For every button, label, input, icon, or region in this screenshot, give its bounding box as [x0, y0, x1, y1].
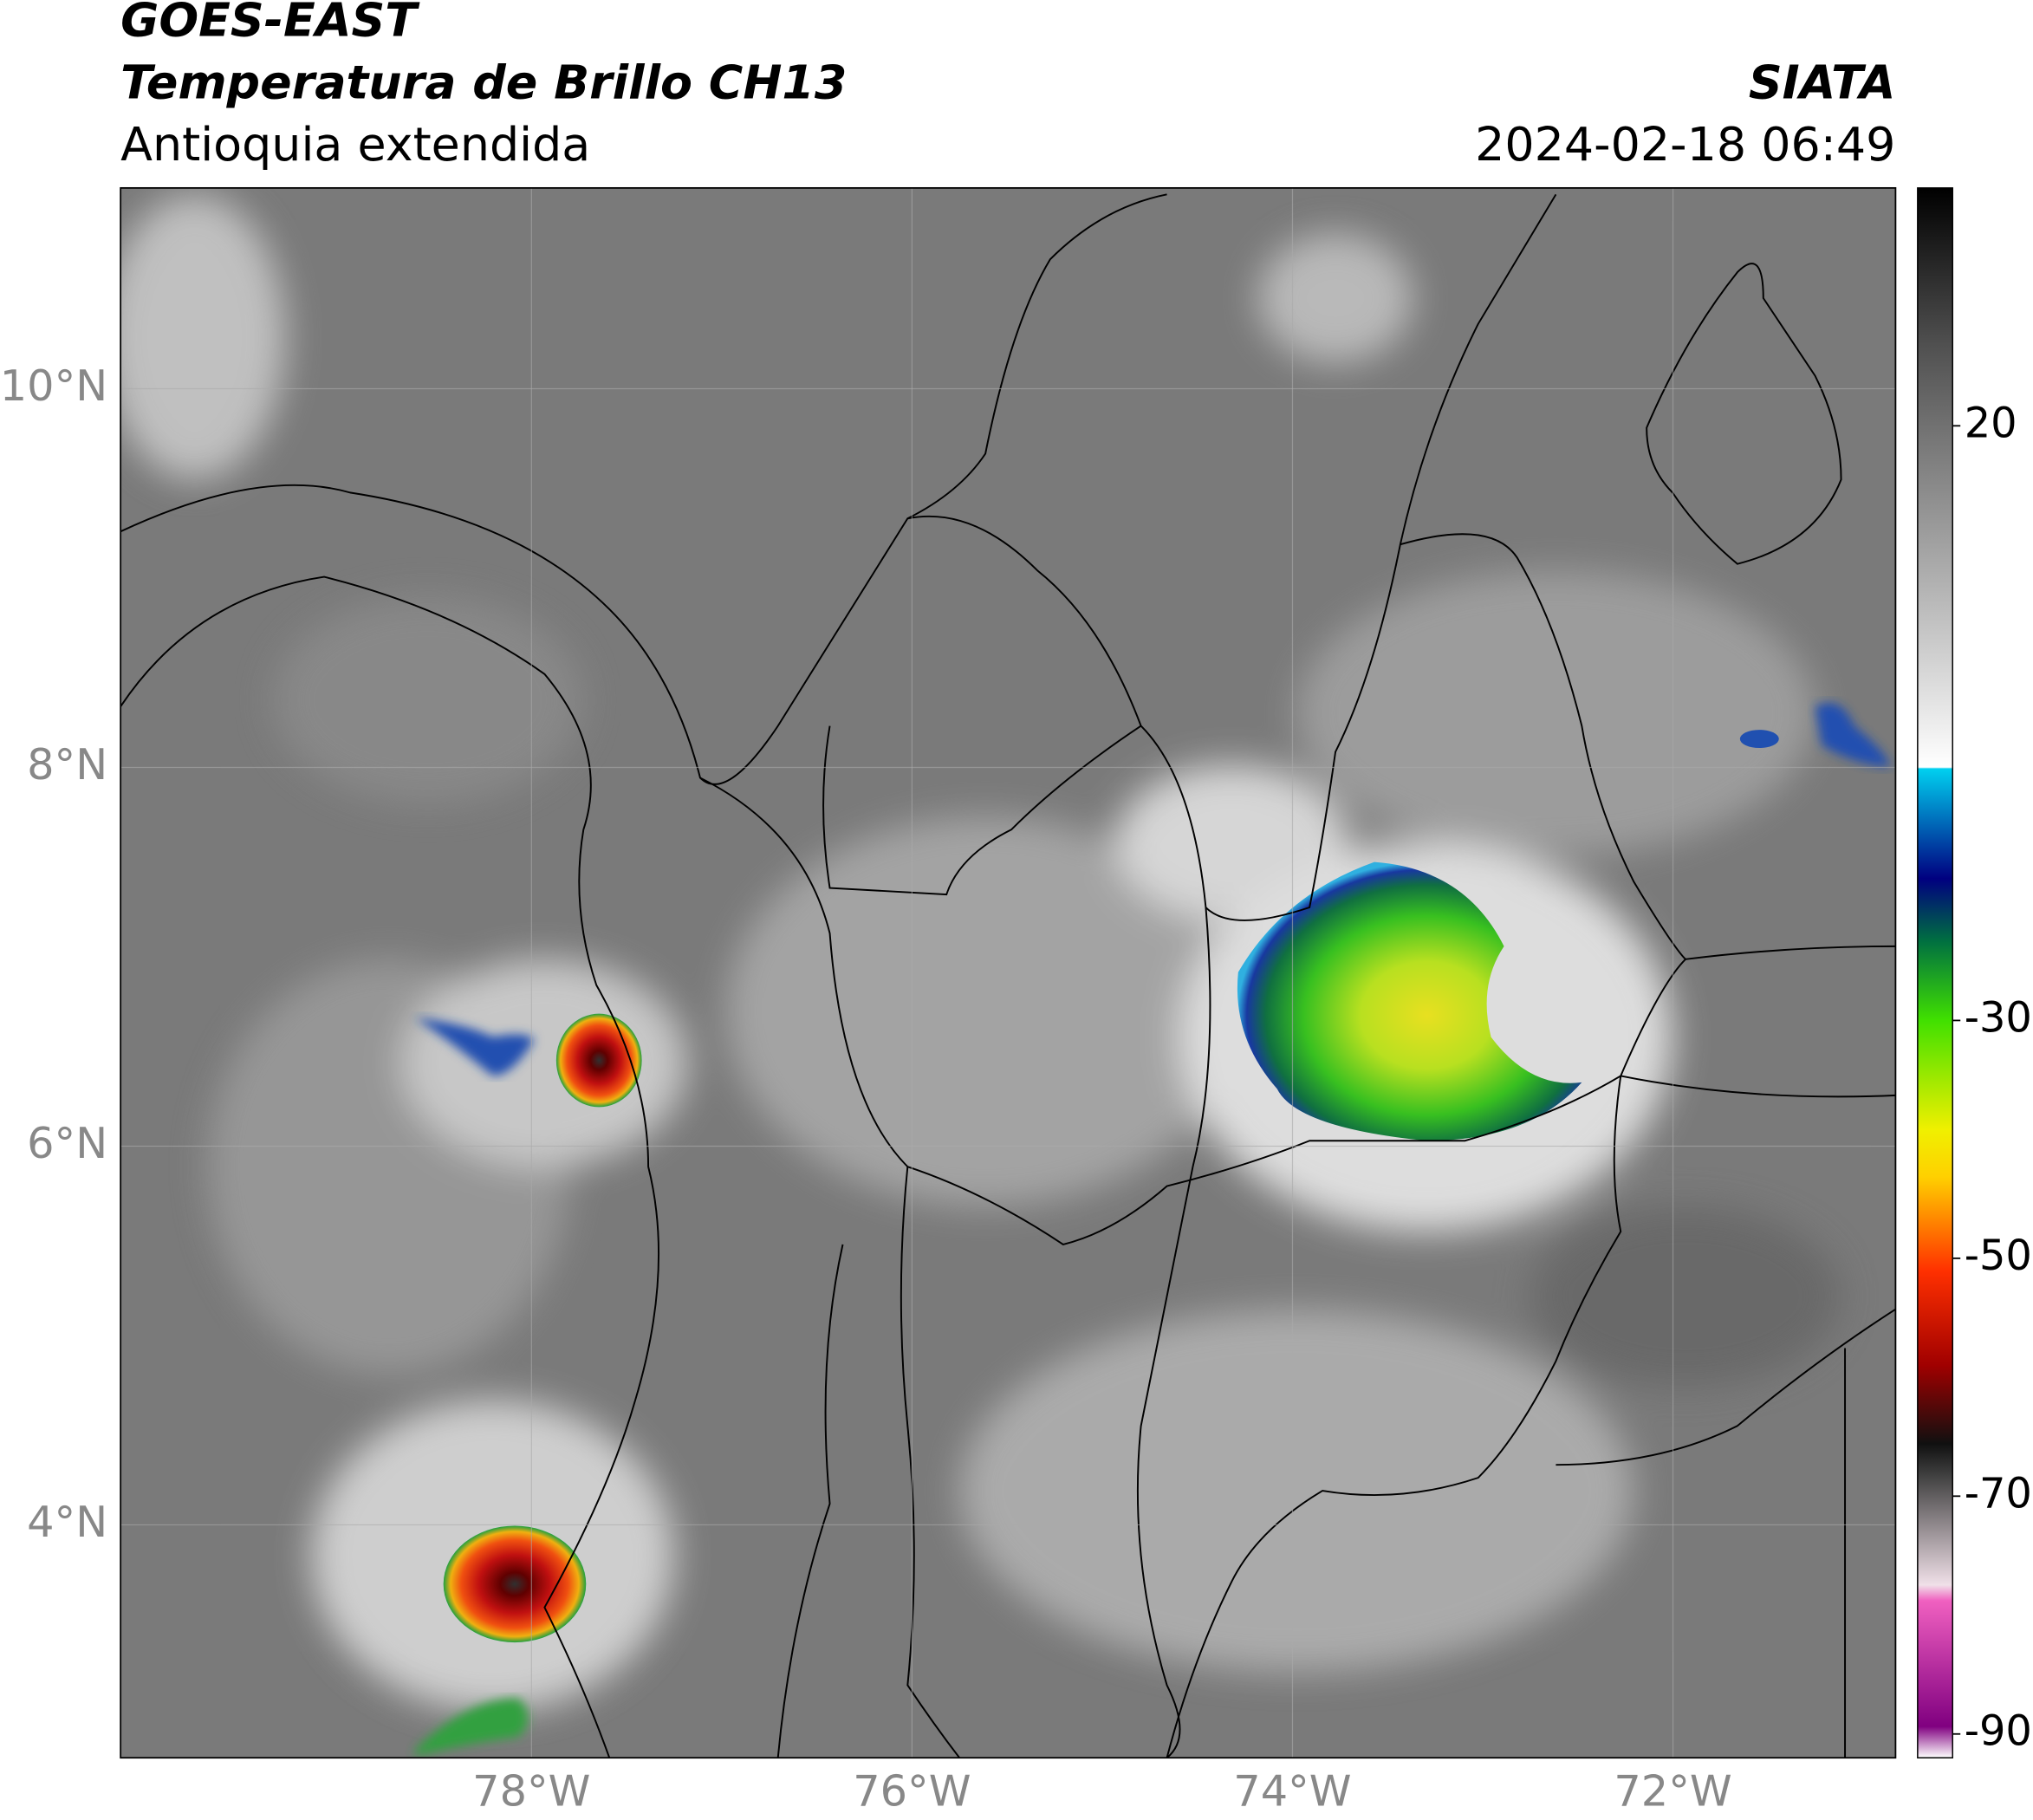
lon-tick-label: 78°W	[472, 1766, 590, 1817]
graticule	[120, 187, 1896, 1758]
lat-tick-label: 6°N	[27, 1118, 107, 1168]
subtitle: Temperatura de Brillo CH13	[120, 55, 847, 109]
lat-tick-label: 10°N	[0, 361, 107, 411]
borders	[120, 193, 1896, 1758]
colorbar-tick-label: -30	[1965, 994, 2032, 1042]
map-frame	[120, 186, 1897, 1759]
region: Antioquia extendida	[120, 117, 590, 172]
title: GOES-EAST	[120, 0, 420, 48]
colorbar	[1917, 187, 1953, 1758]
lon-tick-label: 72°W	[1614, 1766, 1731, 1817]
lat-tick-label: 4°N	[27, 1497, 107, 1547]
colorbar-tick-label: 20	[1965, 400, 2017, 447]
colorbar-tick-label: -90	[1965, 1708, 2032, 1756]
lon-tick-label: 74°W	[1233, 1766, 1351, 1817]
datetime: 2024-02-18 06:49	[1475, 117, 1895, 172]
source: SIATA	[1749, 55, 1896, 109]
lon-tick-label: 76°W	[853, 1766, 971, 1817]
colorbar-tick-label: -70	[1965, 1470, 2032, 1518]
lat-tick-label: 8°N	[27, 739, 107, 790]
satellite-image	[120, 187, 1896, 1758]
colorbar-tick-label: -50	[1965, 1232, 2032, 1280]
cloud-tops	[414, 702, 1891, 1757]
